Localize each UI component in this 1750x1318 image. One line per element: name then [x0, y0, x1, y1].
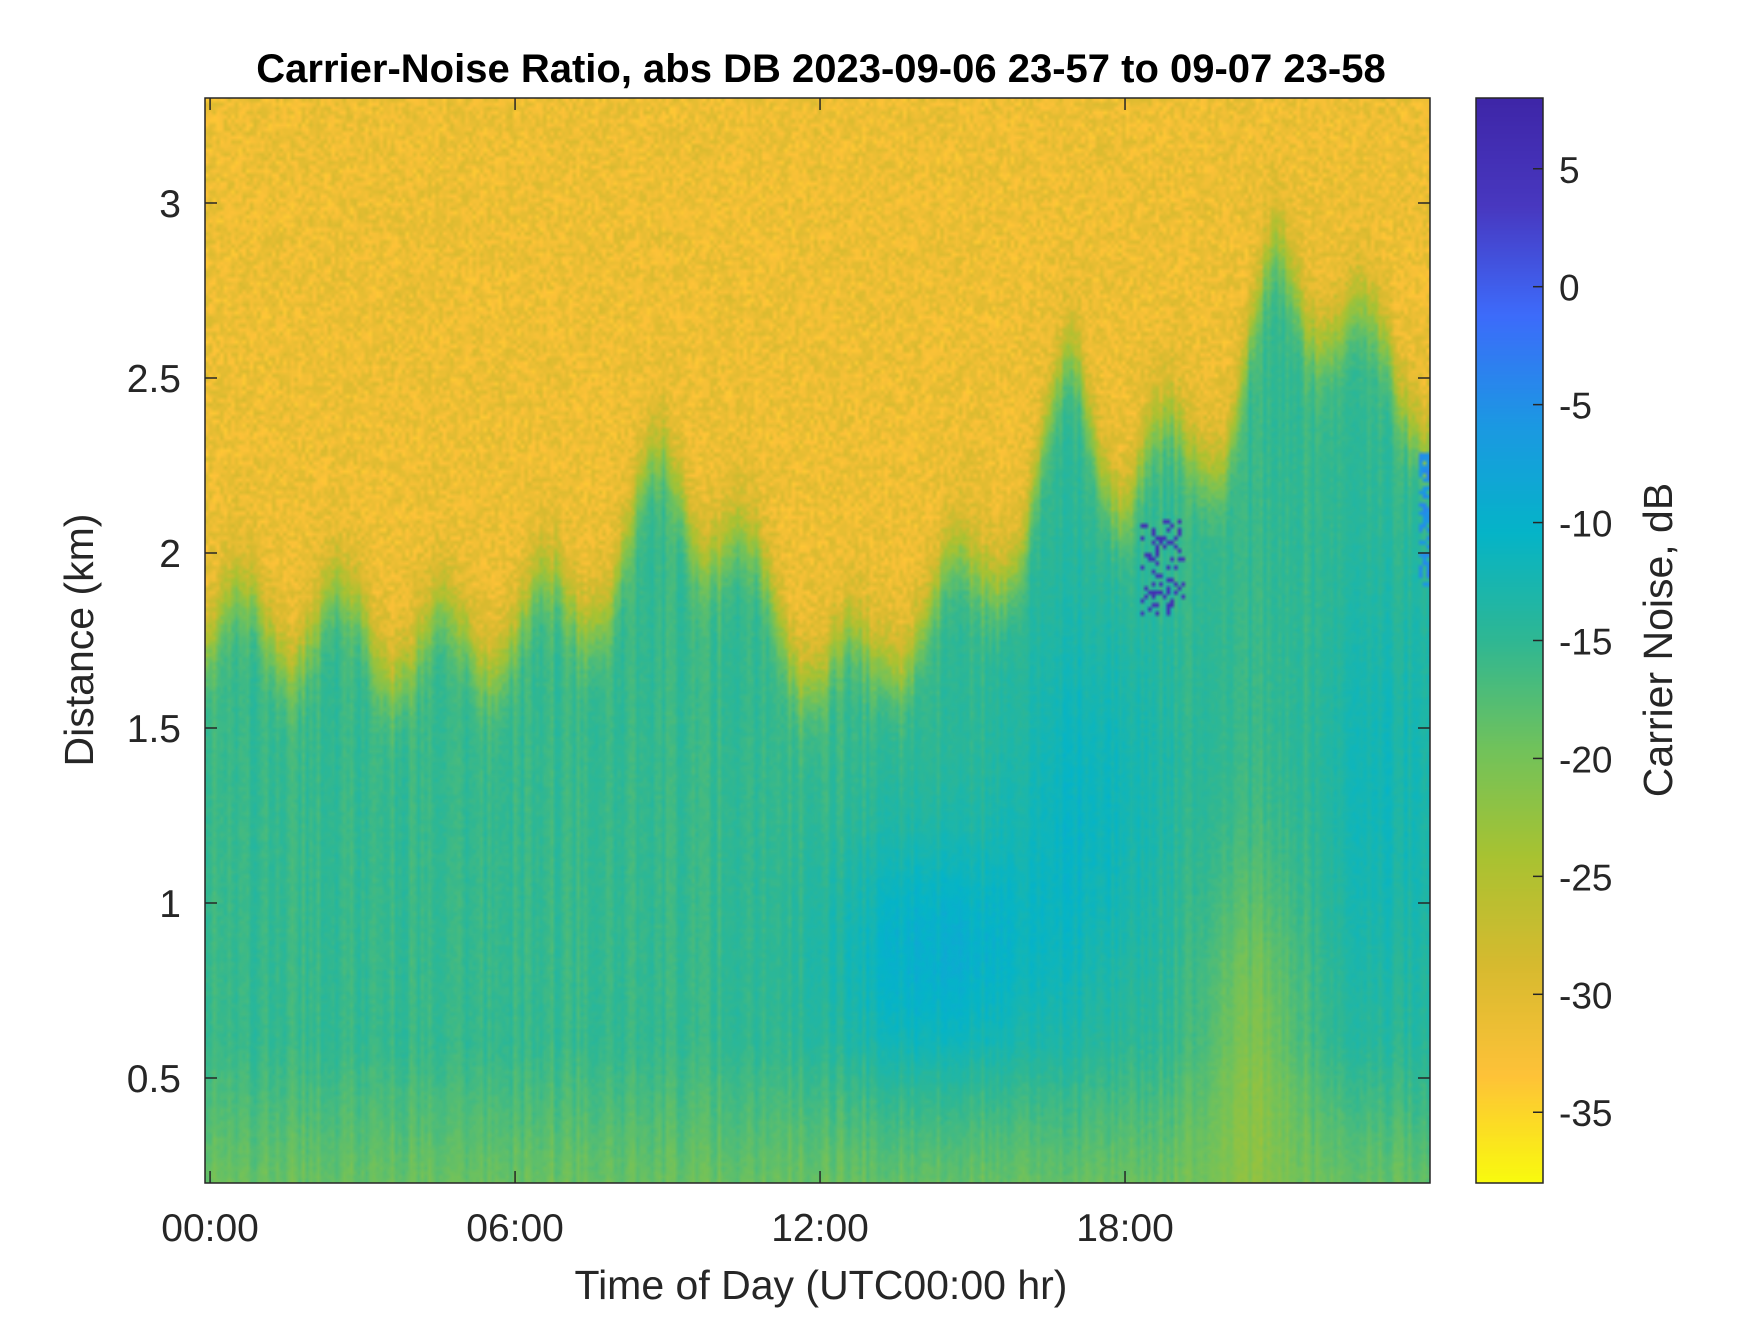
x-axis-label: Time of Day (UTC00:00 hr) — [575, 1262, 1068, 1308]
x-tick-label: 00:00 — [161, 1207, 259, 1250]
colorbar-tick-label: -20 — [1559, 739, 1612, 780]
colorbar-tick-label: 0 — [1559, 268, 1580, 309]
x-tick-label: 12:00 — [771, 1207, 869, 1250]
y-axis: 0.5 1 1.5 2 2.5 3 — [127, 183, 1430, 1101]
colorbar-tick-label: -35 — [1559, 1093, 1612, 1134]
y-tick-label: 0.5 — [127, 1058, 181, 1101]
x-tick-label: 18:00 — [1076, 1207, 1174, 1250]
colorbar-axis: 5 0 -5 -10 -15 -20 -25 -30 -35 — [1533, 150, 1612, 1134]
colorbar-tick-label: 5 — [1559, 150, 1580, 191]
x-axis: 00:00 06:00 12:00 18:00 — [161, 98, 1174, 1250]
colorbar-tick-label: -30 — [1559, 975, 1612, 1016]
colorbar-tick-label: -25 — [1559, 857, 1612, 898]
y-tick-label: 1.5 — [127, 708, 181, 751]
colorbar-label: Carrier Noise, dB — [1635, 483, 1681, 797]
y-axis-label: Distance (km) — [56, 514, 102, 767]
colorbar-tick-label: -10 — [1559, 504, 1612, 545]
colorbar-image — [1476, 98, 1543, 1183]
y-tick-label: 2 — [159, 533, 181, 576]
x-tick-label: 06:00 — [466, 1207, 564, 1250]
colorbar-tick-label: -5 — [1559, 386, 1592, 427]
chart-title: Carrier-Noise Ratio, abs DB 2023-09-06 2… — [256, 47, 1385, 91]
heatmap-image — [205, 98, 1430, 1183]
y-tick-label: 3 — [159, 183, 181, 226]
colorbar-tick-label: -15 — [1559, 622, 1612, 663]
y-tick-label: 2.5 — [127, 358, 181, 401]
y-tick-label: 1 — [159, 883, 181, 926]
plot-frame — [204, 97, 1431, 1184]
